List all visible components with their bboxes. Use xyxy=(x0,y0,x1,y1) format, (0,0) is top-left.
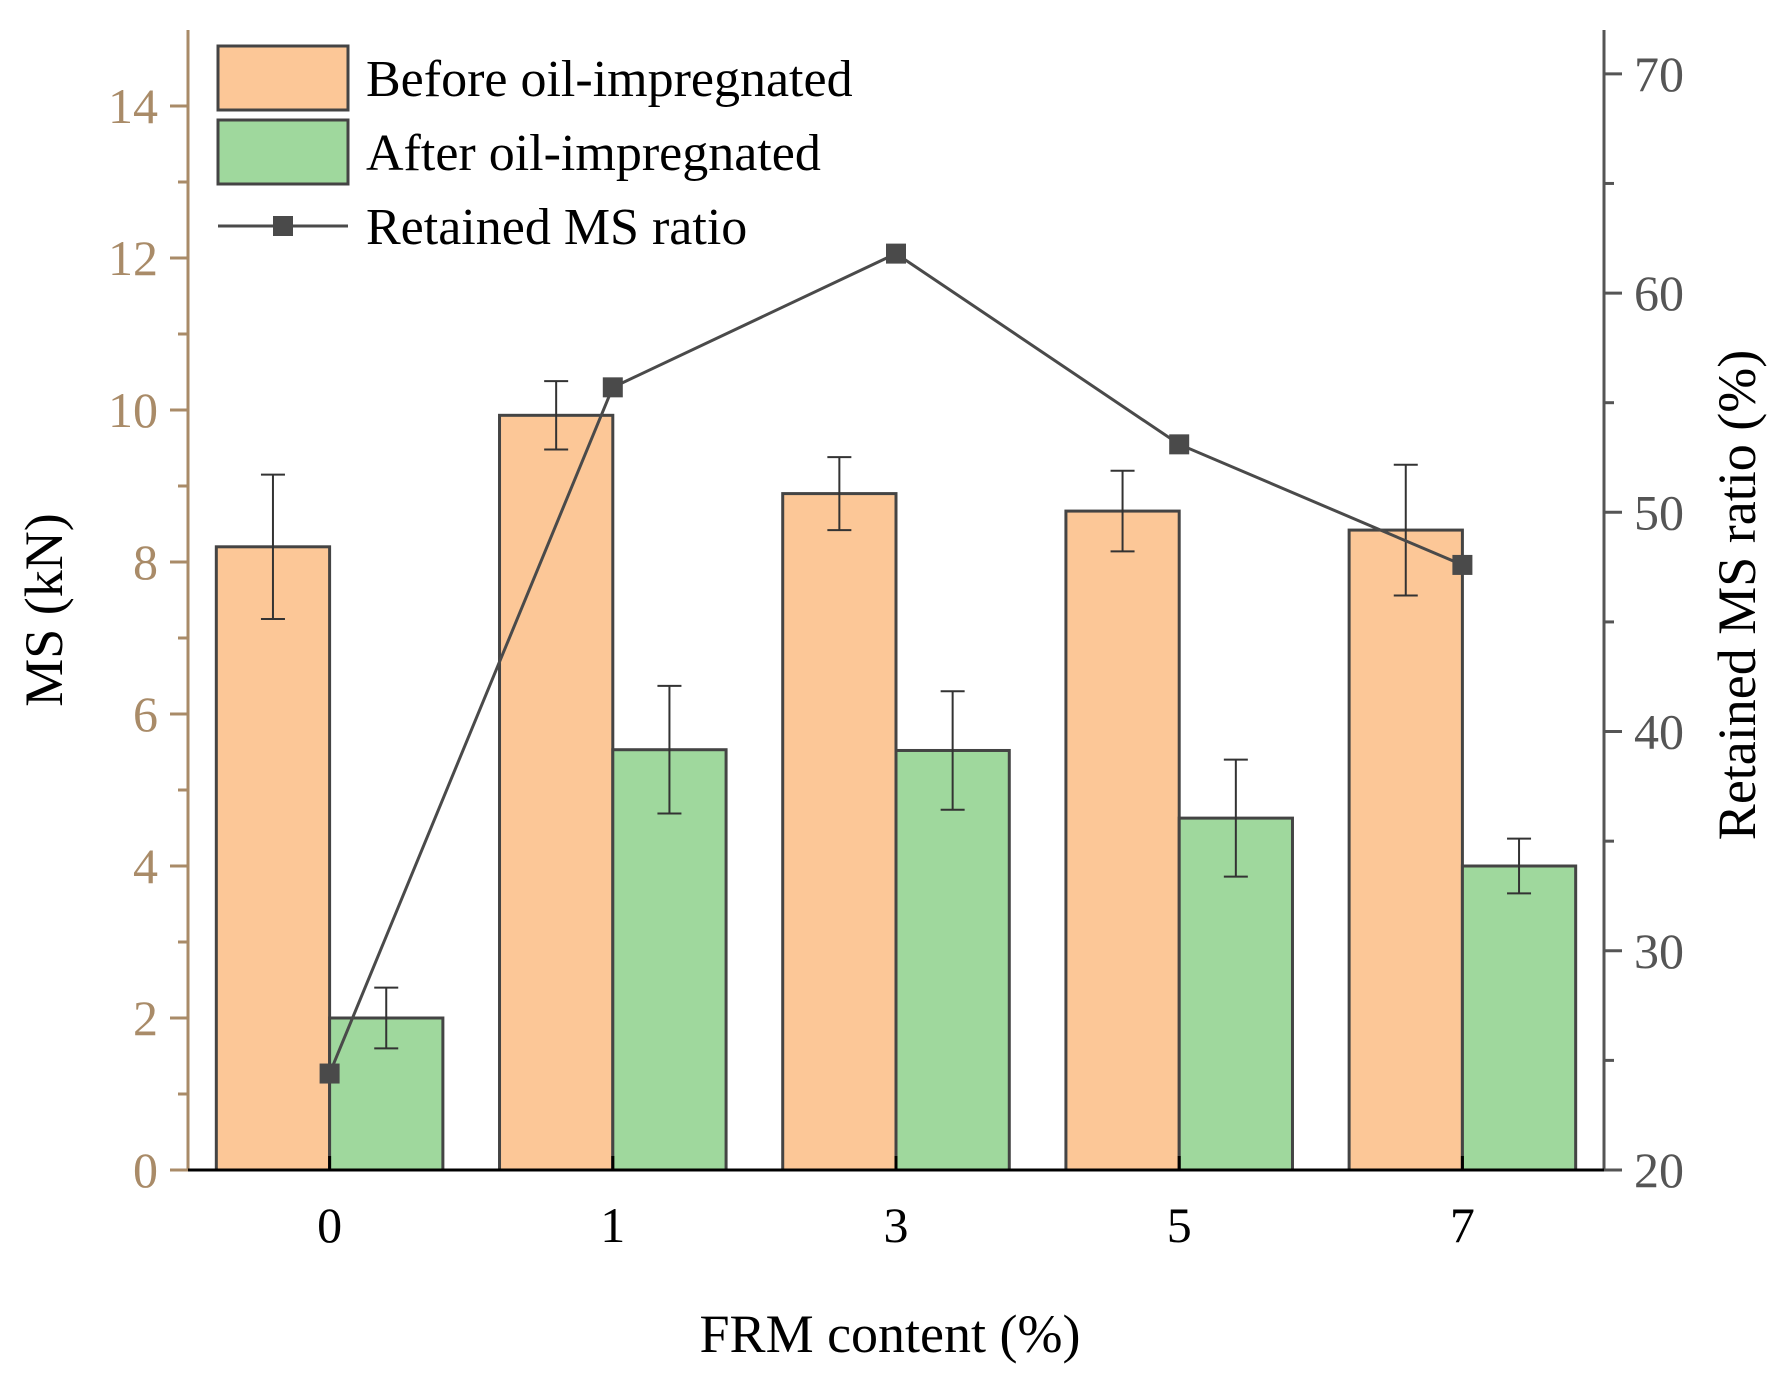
x-tick-label-1: 1 xyxy=(600,1197,625,1253)
y2-tick-label: 40 xyxy=(1634,704,1684,760)
x-tick-label-3: 3 xyxy=(884,1197,909,1253)
y-tick-label: 12 xyxy=(108,230,158,286)
bar-before-1 xyxy=(498,413,615,1172)
error-bar-before-7 xyxy=(1393,463,1418,597)
error-bars-layer xyxy=(260,380,1532,1050)
legend-swatch xyxy=(216,118,350,186)
legend-swatch xyxy=(216,44,350,112)
axes-layer: 0 2 4 6 8 10 12 14 20 30 40 50 60 70 0 1 3 5 7 xyxy=(108,30,1684,1253)
x-axis-title: FRM content (%) xyxy=(700,1304,1081,1364)
bars-layer xyxy=(214,413,1578,1172)
y-tick-label: 6 xyxy=(133,686,158,742)
ratio-point-3 xyxy=(886,243,906,264)
bar-after-7 xyxy=(1460,864,1578,1172)
error-bar-before-5 xyxy=(1110,469,1135,553)
y-tick-label: 10 xyxy=(108,382,158,438)
error-bar-after-7 xyxy=(1507,837,1532,895)
ratio-point-1 xyxy=(602,377,623,398)
y-tick-label: 4 xyxy=(133,838,158,894)
ratio-line-layer xyxy=(319,243,1473,1084)
y-tick-label: 14 xyxy=(108,78,158,134)
error-bar-after-5 xyxy=(1223,758,1248,878)
y2-tick-label: 50 xyxy=(1634,484,1684,540)
legend-item-3: Retained MS ratio xyxy=(218,199,747,256)
y2-tick-label: 60 xyxy=(1634,265,1684,321)
ratio-point-0 xyxy=(319,1063,340,1084)
ratio-point-7 xyxy=(1452,554,1473,575)
y2-axis-title: Retained MS ratio (%) xyxy=(1707,350,1767,840)
error-bar-after-3 xyxy=(940,690,965,811)
bar-after-3 xyxy=(894,748,1011,1172)
x-tick-label-7: 7 xyxy=(1450,1197,1475,1253)
legend-item-2: After oil-impregnated xyxy=(216,118,821,186)
legend-label: Before oil-impregnated xyxy=(366,51,853,108)
bar-before-0 xyxy=(214,545,332,1172)
error-bar-after-0 xyxy=(374,986,399,1050)
y2-tick-label: 30 xyxy=(1634,923,1684,979)
legend-label: Retained MS ratio xyxy=(366,199,747,256)
legend-label: After oil-impregnated xyxy=(366,125,821,182)
legend-item-1: Before oil-impregnated xyxy=(216,44,853,112)
y-tick-label: 0 xyxy=(133,1142,158,1198)
legend: Before oil-impregnated After oil-impregna… xyxy=(216,44,853,256)
bar-after-1 xyxy=(611,748,728,1172)
bar-before-5 xyxy=(1064,509,1181,1172)
error-bar-before-3 xyxy=(827,456,852,532)
x-tick-label-0: 0 xyxy=(317,1197,342,1253)
x-tick-label-5: 5 xyxy=(1167,1197,1192,1253)
error-bar-after-1 xyxy=(657,684,682,815)
y-tick-label: 2 xyxy=(133,990,158,1046)
y-tick-label: 8 xyxy=(133,534,158,590)
ratio-point-5 xyxy=(1169,434,1190,455)
bar-before-7 xyxy=(1347,528,1464,1172)
y-axis-title: MS (kN) xyxy=(14,513,74,707)
bar-before-3 xyxy=(781,492,898,1172)
error-bar-before-0 xyxy=(260,473,285,620)
error-bar-before-1 xyxy=(544,380,569,451)
y2-tick-label: 70 xyxy=(1634,46,1684,102)
y2-tick-label: 20 xyxy=(1634,1142,1684,1198)
